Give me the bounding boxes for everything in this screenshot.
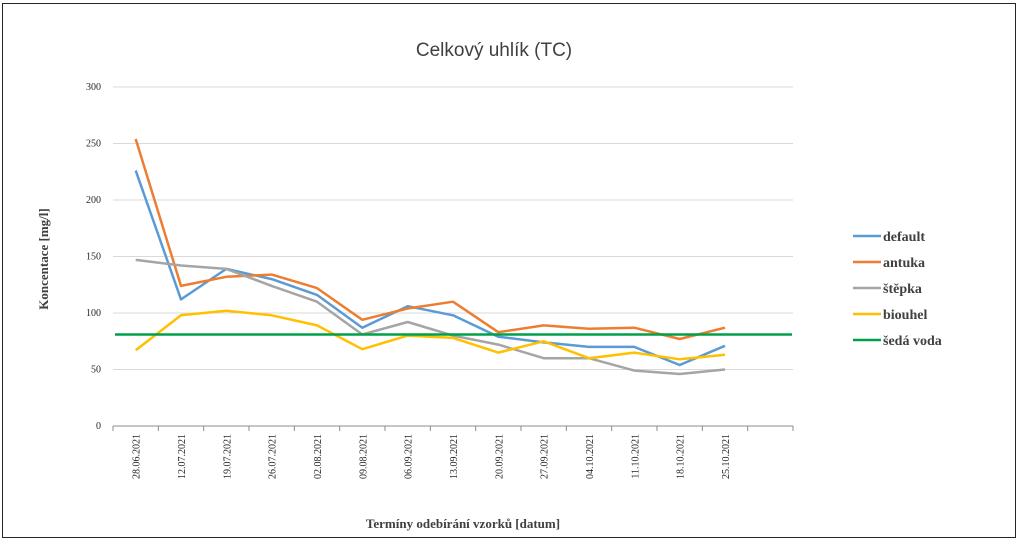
x-tick-label: 20.09.2021 (494, 434, 505, 479)
x-tick-label: 26.07.2021 (268, 434, 279, 479)
x-tick-labels: 28.06.2021 12.07.2021 19.07.2021 26.07.2021… (132, 434, 732, 479)
x-tick-label: 18.10.2021 (676, 434, 687, 479)
series-line-1 (134, 138, 726, 341)
legend: default antuka štěpka biouhel šedá voda (853, 230, 942, 349)
chart-frame: 0 50 100 150 200 250 300 28.06.2021 12.07.2021 1… (2, 3, 1016, 538)
x-tick-label: 06.09.2021 (404, 434, 415, 479)
y-tick-label: 200 (86, 195, 101, 206)
y-tick-label: 150 (86, 252, 101, 263)
x-tick-label: 25.10.2021 (721, 434, 732, 479)
line-chart: 0 50 100 150 200 250 300 28.06.2021 12.07.2021 1… (36, 40, 942, 531)
series-line-2 (135, 258, 726, 376)
y-tick-labels: 0 50 100 150 200 250 300 (86, 82, 101, 432)
legend-label: štěpka (883, 282, 922, 297)
x-tick-label: 02.08.2021 (313, 434, 324, 479)
series-line-3 (134, 309, 726, 361)
x-tick-label: 13.09.2021 (449, 434, 460, 479)
x-tick-label: 19.07.2021 (222, 434, 233, 479)
chart-title: Celkový uhlík (TC) (416, 40, 572, 61)
legend-label: default (883, 230, 925, 245)
y-tick-label: 300 (86, 82, 101, 93)
series-lines (115, 138, 792, 376)
x-axis-label: Termíny odebírání vzorků [datum] (366, 516, 560, 531)
y-tick-label: 50 (91, 365, 101, 376)
x-tick-label: 11.10.2021 (630, 434, 641, 479)
legend-label: biouhel (883, 308, 927, 323)
axes (112, 425, 794, 431)
y-tick-label: 0 (96, 421, 101, 432)
legend-label: šedá voda (883, 334, 942, 349)
y-tick-label: 100 (86, 308, 101, 319)
x-tick-label: 04.10.2021 (585, 434, 596, 479)
x-tick-label: 27.09.2021 (540, 434, 551, 479)
y-tick-label: 250 (86, 139, 101, 150)
y-axis-label: Koncentace [mg/l] (36, 208, 51, 309)
grid (113, 86, 793, 370)
x-tick-label: 12.07.2021 (177, 434, 188, 479)
x-tick-label: 28.06.2021 (132, 434, 143, 479)
legend-label: antuka (883, 256, 925, 271)
x-tick-label: 09.08.2021 (358, 434, 369, 479)
